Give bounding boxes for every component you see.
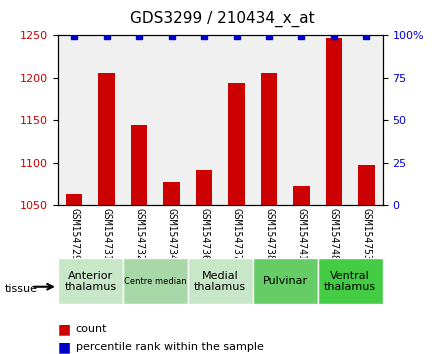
Text: Ventral
thalamus: Ventral thalamus <box>324 270 376 292</box>
Text: ■: ■ <box>58 340 71 354</box>
FancyBboxPatch shape <box>253 258 318 304</box>
Text: Pulvinar: Pulvinar <box>263 276 308 286</box>
Text: percentile rank within the sample: percentile rank within the sample <box>76 342 263 352</box>
Text: GSM154734: GSM154734 <box>166 208 177 261</box>
Text: ■: ■ <box>58 322 71 336</box>
Text: GSM154731: GSM154731 <box>101 208 112 261</box>
FancyBboxPatch shape <box>188 258 253 304</box>
Bar <box>163 182 180 205</box>
Text: GSM154729: GSM154729 <box>69 208 79 261</box>
Text: GSM154748: GSM154748 <box>329 208 339 261</box>
Bar <box>228 83 245 205</box>
Text: GSM154732: GSM154732 <box>134 208 144 261</box>
Text: GSM154738: GSM154738 <box>264 208 274 261</box>
FancyBboxPatch shape <box>123 258 188 304</box>
Bar <box>261 73 277 205</box>
Text: Anterior
thalamus: Anterior thalamus <box>64 270 117 292</box>
Text: Medial
thalamus: Medial thalamus <box>194 270 247 292</box>
Bar <box>293 186 310 205</box>
Bar <box>131 125 147 205</box>
Text: GSM154737: GSM154737 <box>231 208 242 261</box>
Bar <box>196 170 212 205</box>
FancyBboxPatch shape <box>318 258 383 304</box>
Bar <box>66 194 82 205</box>
Text: GSM154741: GSM154741 <box>296 208 307 261</box>
Text: Centre median: Centre median <box>124 277 186 286</box>
Text: GSM154753: GSM154753 <box>361 208 372 261</box>
Text: GSM154736: GSM154736 <box>199 208 209 261</box>
FancyBboxPatch shape <box>58 258 123 304</box>
Bar <box>358 165 375 205</box>
Text: count: count <box>76 324 107 334</box>
Bar <box>98 73 115 205</box>
Text: tissue: tissue <box>4 284 37 293</box>
Bar <box>326 38 342 205</box>
Text: GDS3299 / 210434_x_at: GDS3299 / 210434_x_at <box>130 11 315 27</box>
